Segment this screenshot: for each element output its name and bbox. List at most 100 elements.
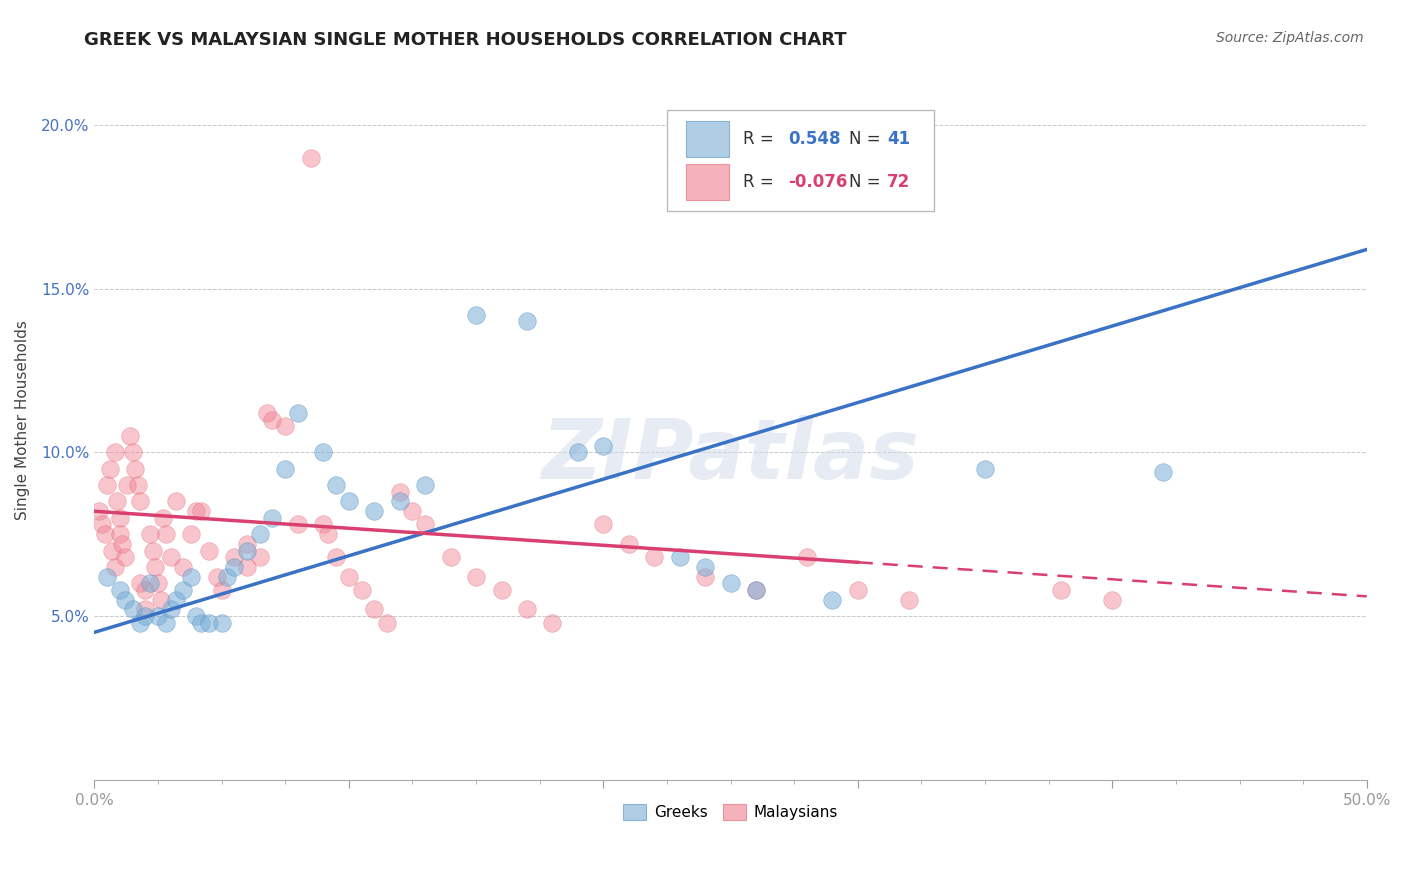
Point (152, 510, 174, 524)
Text: ZIPatlas: ZIPatlas (541, 415, 920, 496)
Point (592, 517, 614, 532)
Point (91, 517, 114, 532)
Text: GREEK VS MALAYSIAN SINGLE MOTHER HOUSEHOLDS CORRELATION CHART: GREEK VS MALAYSIAN SINGLE MOTHER HOUSEHO… (84, 31, 846, 49)
Point (134, 582, 156, 597)
Text: 72: 72 (887, 173, 910, 191)
Point (720, 576, 742, 591)
Point (745, 582, 768, 597)
Point (142, 543, 165, 558)
Point (105, 494, 128, 508)
Point (104, 560, 127, 574)
Point (236, 537, 259, 551)
Point (1152, 465, 1174, 479)
Text: Source: ZipAtlas.com: Source: ZipAtlas.com (1216, 31, 1364, 45)
Point (108, 527, 131, 541)
Point (236, 560, 259, 574)
Point (146, 609, 169, 624)
Text: -0.076: -0.076 (787, 173, 848, 191)
Point (124, 461, 146, 475)
Point (363, 504, 385, 518)
Point (388, 484, 411, 499)
Point (89, 504, 111, 518)
Point (180, 570, 202, 584)
Point (695, 560, 717, 574)
Point (127, 478, 149, 492)
Text: N =: N = (849, 173, 880, 191)
Point (318, 527, 340, 541)
Point (186, 504, 208, 518)
Point (224, 550, 246, 565)
Point (129, 494, 152, 508)
Point (114, 592, 136, 607)
Point (111, 537, 134, 551)
Point (198, 543, 221, 558)
Point (236, 543, 259, 558)
Point (186, 609, 208, 624)
Point (337, 570, 360, 584)
Point (93, 527, 115, 541)
Point (821, 592, 844, 607)
Point (516, 602, 538, 616)
Legend: Greeks, Malaysians: Greeks, Malaysians (617, 797, 844, 826)
Point (312, 517, 335, 532)
Point (101, 543, 124, 558)
Point (146, 576, 169, 591)
Point (299, 151, 322, 165)
Point (363, 602, 385, 616)
Point (159, 602, 181, 616)
Point (974, 461, 997, 475)
Point (592, 439, 614, 453)
Point (287, 517, 309, 532)
Point (337, 494, 360, 508)
Point (149, 592, 172, 607)
Point (249, 527, 271, 541)
Point (617, 537, 640, 551)
Point (897, 592, 920, 607)
Point (165, 494, 187, 508)
Point (796, 550, 818, 565)
Point (413, 517, 436, 532)
Point (155, 615, 177, 630)
Point (274, 461, 297, 475)
Point (190, 504, 212, 518)
Point (165, 592, 187, 607)
Point (325, 550, 347, 565)
Point (98, 461, 121, 475)
Point (205, 570, 228, 584)
Point (96, 570, 118, 584)
Point (350, 582, 373, 597)
Point (695, 570, 717, 584)
FancyBboxPatch shape (666, 110, 934, 211)
Point (262, 510, 284, 524)
Point (465, 570, 488, 584)
Point (215, 570, 238, 584)
Point (274, 419, 297, 434)
Text: R =: R = (744, 130, 775, 148)
Point (108, 582, 131, 597)
Point (262, 412, 284, 426)
Point (846, 582, 869, 597)
Point (198, 615, 221, 630)
Point (249, 550, 271, 565)
Point (155, 527, 177, 541)
Point (567, 445, 589, 459)
Point (114, 550, 136, 565)
Text: N =: N = (849, 130, 880, 148)
Point (440, 550, 463, 565)
Point (224, 560, 246, 574)
Point (190, 615, 212, 630)
Point (745, 582, 768, 597)
Point (413, 478, 436, 492)
Point (287, 406, 309, 420)
Point (121, 602, 143, 616)
Point (134, 602, 156, 616)
Point (117, 478, 139, 492)
Point (108, 510, 131, 524)
Point (118, 429, 141, 443)
Point (1101, 592, 1123, 607)
Point (465, 308, 488, 322)
Point (375, 615, 398, 630)
Text: R =: R = (744, 173, 775, 191)
Point (159, 550, 181, 565)
Point (325, 478, 347, 492)
